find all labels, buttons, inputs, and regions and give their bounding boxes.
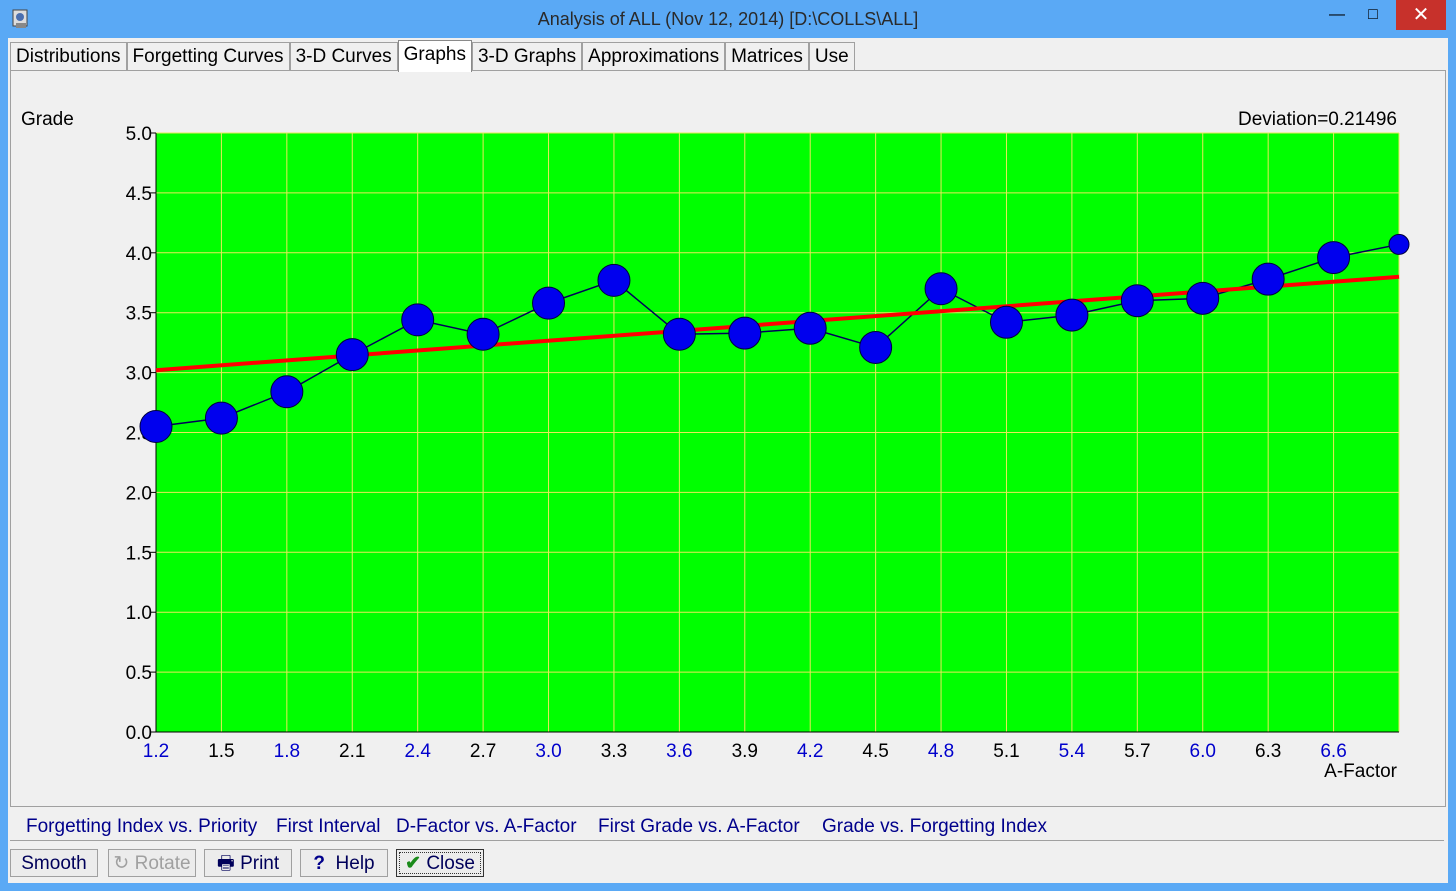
x-tick-label: 5.7 — [1124, 741, 1150, 762]
data-point — [1186, 281, 1220, 315]
data-point — [532, 286, 566, 320]
printer-icon: 🖶 — [216, 853, 235, 874]
x-tick-label: 6.6 — [1320, 741, 1346, 762]
help-button-label: Help — [335, 853, 375, 874]
graph-panel: Grade Deviation=0.21496 1.2 1.5 1.8 2.1 2.4 2… — [10, 70, 1446, 807]
data-point — [1251, 262, 1285, 296]
smooth-button-label: Smooth — [21, 853, 87, 874]
x-tick-label: 3.0 — [535, 741, 561, 762]
data-point — [597, 263, 631, 297]
y-axis-title: Grade — [21, 109, 74, 130]
data-point — [989, 305, 1023, 339]
data-point — [466, 317, 500, 351]
tab-graphs[interactable]: Graphs — [397, 40, 472, 72]
x-tick-label: 4.8 — [928, 741, 954, 762]
data-point — [335, 338, 369, 372]
tab-label: Matrices — [731, 46, 803, 67]
print-button-label: Print — [240, 853, 280, 874]
tab-label: Use — [814, 46, 849, 67]
data-point — [139, 410, 173, 444]
print-button[interactable]: 🖶 Print — [204, 849, 292, 877]
data-point — [728, 316, 762, 350]
x-tick-label: 5.4 — [1059, 741, 1086, 762]
bottom-tab-baseline — [10, 840, 1444, 841]
x-tick-label: 5.1 — [993, 741, 1019, 762]
tab-label: Approximations — [588, 46, 720, 67]
y-tick-label: 4.5 — [126, 184, 152, 205]
graph-tab-first-grade-vs-a-factor[interactable]: First Grade vs. A-Factor — [598, 816, 800, 837]
close-window-button[interactable]: ✕ — [1396, 0, 1446, 30]
x-tick-label: 3.3 — [601, 741, 627, 762]
y-tick-label: 3.5 — [126, 304, 152, 325]
tab-label: Distributions — [16, 46, 121, 67]
graph-tab-first-interval[interactable]: First Interval — [276, 816, 381, 837]
tab-forgetting-curves[interactable]: Forgetting Curves — [126, 42, 290, 70]
y-tick-label: 3.0 — [126, 364, 152, 385]
data-point — [662, 317, 696, 351]
y-tick-label: 5.0 — [126, 124, 152, 145]
x-tick-label: 6.3 — [1255, 741, 1281, 762]
y-tick-label: 4.0 — [126, 244, 152, 265]
window-title: Analysis of ALL (Nov 12, 2014) [D:\COLLS… — [537, 9, 919, 29]
x-tick-label: 2.4 — [404, 741, 431, 762]
help-button[interactable]: ? Help — [300, 849, 388, 877]
graph-tab-grade-vs-forgetting-index[interactable]: Grade vs. Forgetting Index — [822, 816, 1047, 837]
x-tick-label: 2.7 — [470, 741, 496, 762]
help-icon: ? — [313, 853, 325, 874]
tab-use[interactable]: Use — [808, 42, 855, 70]
tab-label: Forgetting Curves — [132, 46, 284, 67]
x-tick-label: 2.1 — [339, 741, 365, 762]
data-point — [1388, 233, 1410, 255]
tab-label: 3-D Graphs — [477, 46, 577, 67]
x-tick-label: 4.2 — [797, 741, 823, 762]
data-point — [1055, 298, 1089, 332]
y-tick-label: 1.5 — [126, 543, 152, 564]
app-icon[interactable] — [10, 8, 32, 30]
x-tick-label: 3.6 — [666, 741, 692, 762]
smooth-button[interactable]: Smooth — [10, 849, 98, 877]
deviation-readout: Deviation=0.21496 — [1238, 109, 1397, 130]
data-point — [924, 272, 958, 306]
minimize-button[interactable]: — — [1329, 6, 1345, 23]
x-tick-label: 6.0 — [1190, 741, 1216, 762]
data-point — [859, 330, 893, 364]
tab-3-d-curves[interactable]: 3-D Curves — [289, 42, 398, 70]
grade-vs-afactor-chart: 1.2 1.5 1.8 2.1 2.4 2.7 3.0 3.3 3.6 3.9 4.2 4.5 4.8 5… — [126, 124, 1410, 782]
x-tick-label: 4.5 — [862, 741, 888, 762]
x-tick-label: 1.2 — [143, 741, 169, 762]
close-button[interactable]: ✔ Close — [396, 849, 484, 877]
data-point — [270, 375, 304, 409]
graph-tab-d-factor-vs-a-factor[interactable]: D-Factor vs. A-Factor — [396, 816, 577, 837]
y-tick-label: 0.5 — [126, 663, 152, 684]
data-point — [793, 311, 827, 345]
data-point — [204, 401, 238, 435]
rotate-button[interactable]: ↻ Rotate — [108, 849, 196, 877]
close-button-label: Close — [426, 853, 475, 874]
rotate-button-label: Rotate — [134, 853, 191, 874]
client-area: Distributions Forgetting Curves 3-D Curves… — [8, 38, 1448, 883]
graph-tab-forgetting-index-vs-priority[interactable]: Forgetting Index vs. Priority — [26, 816, 258, 837]
data-point — [1317, 241, 1351, 275]
data-point — [401, 303, 435, 337]
title-bar[interactable]: Analysis of ALL (Nov 12, 2014) [D:\COLLS… — [0, 0, 1456, 38]
y-tick-label: 0.0 — [126, 723, 152, 744]
tab-3-d-graphs[interactable]: 3-D Graphs — [471, 42, 583, 70]
tab-label: Graphs — [403, 44, 466, 65]
tab-matrices[interactable]: Matrices — [725, 42, 809, 70]
y-tick-label: 2.0 — [126, 483, 152, 504]
tab-approximations[interactable]: Approximations — [582, 42, 726, 70]
tab-distributions[interactable]: Distributions — [10, 42, 127, 70]
checkmark-icon: ✔ — [405, 853, 422, 874]
x-tick-label: 3.9 — [732, 741, 758, 762]
x-tick-label: 1.8 — [274, 741, 300, 762]
rotate-icon: ↻ — [113, 853, 130, 874]
x-tick-label: 1.5 — [208, 741, 234, 762]
data-point — [1120, 284, 1154, 318]
top-tab-bar: Distributions Forgetting Curves 3-D Curves… — [10, 40, 855, 72]
tab-label: 3-D Curves — [295, 46, 392, 67]
x-axis-title: A-Factor — [1324, 761, 1398, 782]
y-tick-label: 1.0 — [126, 603, 152, 624]
maximize-button[interactable]: □ — [1368, 6, 1378, 23]
